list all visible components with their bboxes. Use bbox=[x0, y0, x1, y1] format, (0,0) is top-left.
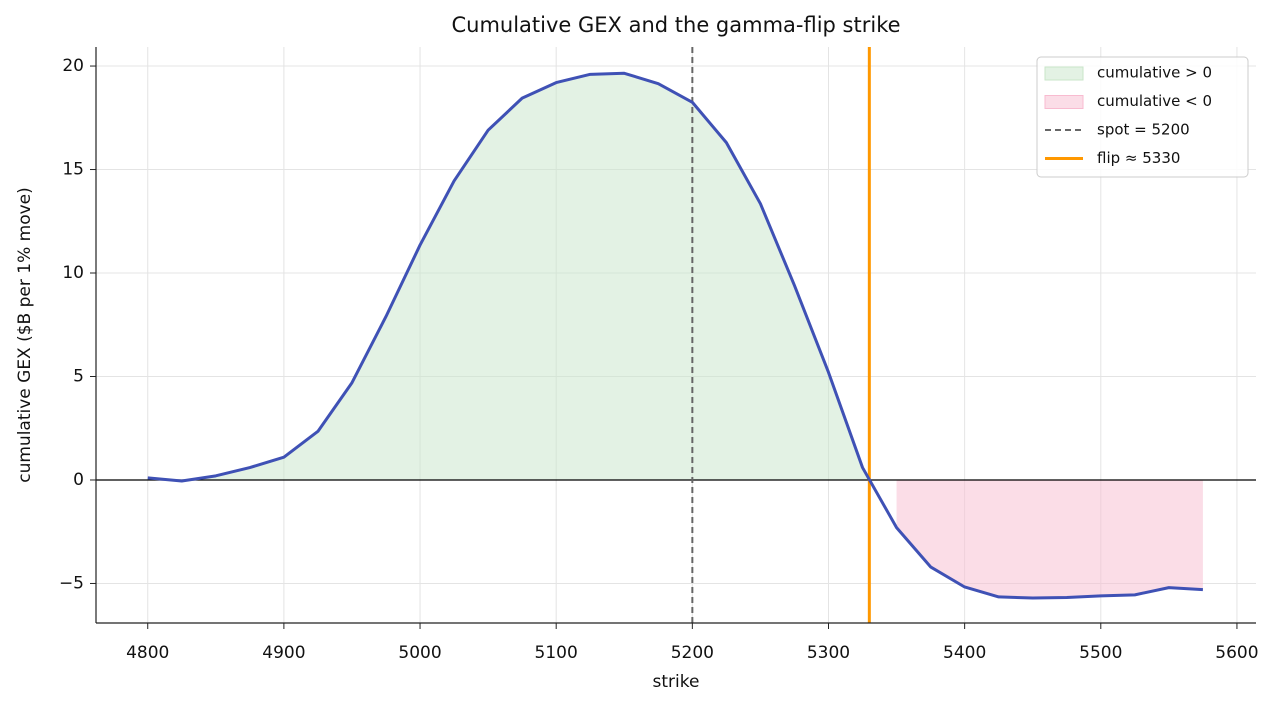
y-tick-label: 20 bbox=[62, 56, 84, 76]
area-fill bbox=[896, 479, 1203, 598]
x-tick-label: 5200 bbox=[671, 643, 714, 663]
x-tick-label: 4800 bbox=[126, 643, 169, 663]
x-axis-label: strike bbox=[653, 672, 700, 692]
legend-label: cumulative > 0 bbox=[1097, 64, 1212, 82]
y-tick-label: 5 bbox=[73, 366, 84, 386]
x-tick-label: 5100 bbox=[535, 643, 578, 663]
legend-label: cumulative < 0 bbox=[1097, 92, 1212, 110]
area-fill bbox=[188, 73, 870, 480]
y-tick-label: 0 bbox=[73, 470, 84, 490]
x-tick-label: 5000 bbox=[398, 643, 441, 663]
y-axis-label: cumulative GEX ($B per 1% move) bbox=[15, 187, 35, 483]
x-tick-label: 5300 bbox=[807, 643, 850, 663]
x-tick-label: 4900 bbox=[262, 643, 305, 663]
legend-label: flip ≈ 5330 bbox=[1097, 149, 1180, 167]
y-tick-label: 15 bbox=[62, 160, 84, 180]
chart-title: Cumulative GEX and the gamma-flip strike bbox=[451, 13, 900, 37]
y-tick-label: 10 bbox=[62, 263, 84, 283]
legend-swatch bbox=[1044, 66, 1084, 81]
x-tick-label: 5600 bbox=[1215, 643, 1258, 663]
x-tick-label: 5400 bbox=[943, 643, 986, 663]
legend-box bbox=[1036, 56, 1249, 178]
legend-swatch bbox=[1044, 95, 1084, 109]
x-tick-label: 5500 bbox=[1079, 643, 1122, 663]
data-line bbox=[147, 71, 1203, 600]
y-tick-label: −5 bbox=[59, 573, 84, 593]
legend-label: spot = 5200 bbox=[1097, 121, 1190, 139]
